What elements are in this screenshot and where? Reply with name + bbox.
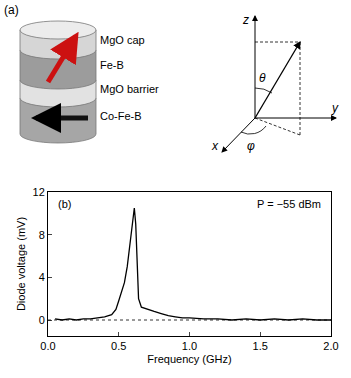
svg-text:2.0: 2.0: [323, 340, 338, 352]
svg-text:8: 8: [39, 229, 45, 241]
svg-text:z: z: [242, 13, 249, 27]
svg-text:(b): (b): [58, 198, 71, 210]
svg-text:P = −55 dBm: P = −55 dBm: [257, 198, 321, 210]
svg-text:4: 4: [39, 271, 45, 283]
svg-text:Co-Fe-B: Co-Fe-B: [100, 110, 142, 122]
svg-text:MgO barrier: MgO barrier: [100, 83, 159, 95]
svg-text:Diode voltage (mV): Diode voltage (mV): [15, 217, 27, 311]
svg-text:Frequency (GHz): Frequency (GHz): [147, 353, 231, 365]
svg-text:x: x: [211, 139, 219, 153]
svg-text:1.0: 1.0: [182, 340, 197, 352]
svg-text:θ: θ: [259, 71, 266, 85]
svg-text:0: 0: [39, 314, 45, 326]
svg-text:0.0: 0.0: [40, 340, 55, 352]
svg-text:1.5: 1.5: [253, 340, 268, 352]
svg-text:y: y: [331, 101, 339, 115]
svg-text:0.5: 0.5: [111, 340, 126, 352]
svg-text:Fe-B: Fe-B: [100, 59, 124, 71]
svg-text:MgO cap: MgO cap: [100, 34, 145, 46]
svg-text:(a): (a): [4, 3, 19, 17]
svg-text:φ: φ: [247, 139, 255, 153]
svg-text:12: 12: [33, 186, 45, 198]
